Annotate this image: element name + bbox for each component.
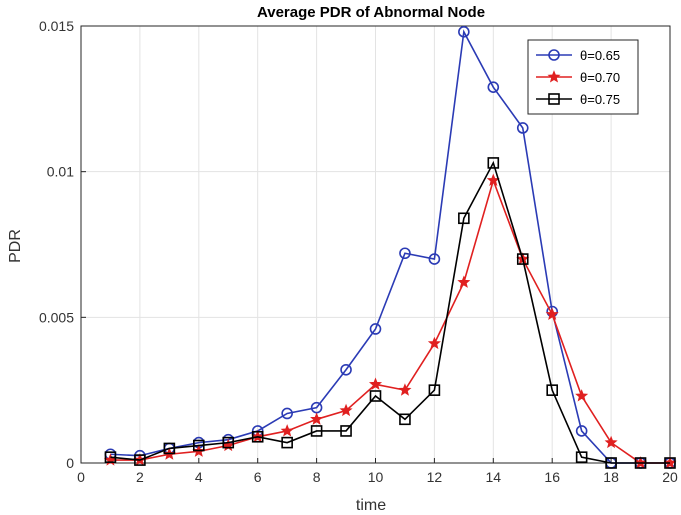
data-point [339,403,353,417]
data-point [516,122,529,134]
data-point [458,26,470,38]
data-point [281,407,293,420]
data-point [516,253,529,265]
x-tick-label: 16 [544,469,560,485]
data-point [427,336,441,350]
x-tick-label: 12 [427,469,443,485]
data-point [487,157,500,169]
legend-label: θ=0.75 [580,92,620,107]
x-tick-label: 4 [195,469,203,485]
series-layer [103,26,677,469]
data-point [605,457,617,469]
data-point [340,425,352,437]
ticks: 0 2 4 6 8 10 12 14 16 18 20 0 0.005 0.01 0.015 [39,18,678,485]
data-point [310,425,323,437]
x-tick-label: 10 [368,469,384,485]
y-tick-label: 0.005 [39,309,74,325]
legend-entry: θ=0.75 [536,92,620,107]
data-point [548,49,560,61]
x-tick-label: 8 [313,469,321,485]
data-point [163,442,176,455]
data-point [575,425,588,437]
x-tick-label: 20 [662,469,678,485]
x-axis-label: time [356,497,386,514]
data-point [280,424,294,437]
data-point [369,390,382,402]
data-point [104,451,117,463]
data-point [428,384,441,396]
data-point [310,412,324,425]
x-tick-label: 0 [77,469,85,485]
data-point [545,307,559,320]
data-point [575,451,588,463]
data-point [340,363,352,376]
data-point [399,413,411,426]
data-point [281,436,293,449]
x-tick-label: 14 [486,469,502,485]
data-point [399,247,411,260]
y-tick-label: 0 [66,455,74,471]
data-point [222,436,235,449]
data-point [398,383,412,396]
data-point [134,454,146,466]
data-point [486,173,500,186]
data-point [548,93,560,105]
series-3 [104,157,676,469]
y-tick-label: 0.01 [47,164,74,180]
data-point [458,212,470,225]
legend-entry: θ=0.70 [536,70,620,85]
data-point [193,439,205,452]
data-point [368,377,383,390]
data-point [634,457,647,469]
data-point [604,435,618,449]
data-point [369,323,382,335]
x-tick-label: 6 [254,469,262,485]
legend-label: θ=0.65 [580,48,620,63]
data-point [575,389,589,402]
x-tick-label: 18 [603,469,619,485]
data-point [487,81,500,93]
data-point [251,430,264,443]
chart-title: Average PDR of Abnormal Node [257,4,485,21]
data-point [457,275,471,288]
data-point [428,253,441,265]
data-point [546,384,559,396]
y-axis-label: PDR [7,229,24,263]
data-point [547,70,561,83]
data-point [664,457,676,469]
legend-label: θ=0.70 [580,70,620,85]
x-tick-label: 2 [136,469,144,485]
legend: θ=0.65 θ=0.70 θ=0.75 [527,39,639,115]
y-tick-label: 0.015 [39,18,74,34]
legend-entry: θ=0.65 [536,48,620,63]
